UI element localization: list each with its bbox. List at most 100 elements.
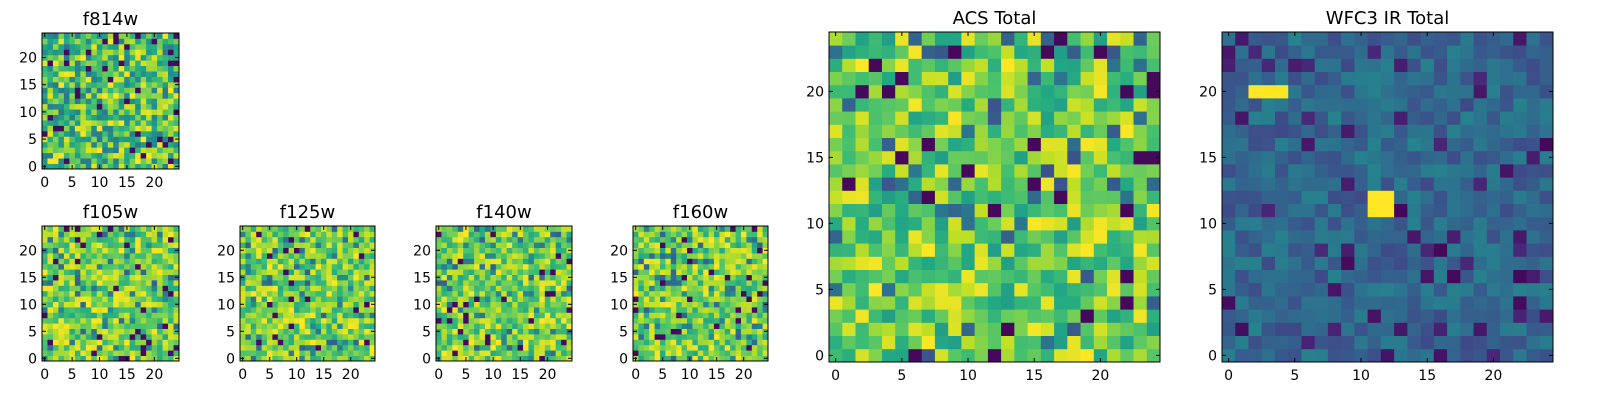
heatmap-cell (1235, 190, 1249, 204)
heatmap-cell (353, 263, 360, 270)
heatmap-cell (85, 98, 92, 105)
heatmap-cell (495, 339, 502, 346)
heatmap-cell (1341, 58, 1355, 72)
heatmap-cell (91, 114, 98, 121)
heatmap-cell (855, 84, 870, 99)
heatmap-cell (692, 263, 699, 270)
heatmap-cell (1093, 84, 1108, 99)
heatmap-cell (961, 269, 976, 284)
heatmap-cell (129, 92, 136, 99)
heatmap-cell (987, 84, 1002, 99)
heatmap-cell (934, 190, 949, 204)
heatmap-cell (63, 226, 70, 232)
heatmap-cell (479, 317, 486, 324)
heatmap-cell (151, 263, 158, 270)
heatmap-cell (58, 253, 65, 259)
heatmap-cell (58, 317, 65, 324)
heatmap-cell (157, 103, 163, 110)
heatmap-cell (52, 114, 59, 121)
heatmap-cell (107, 43, 114, 50)
heatmap-cell (1261, 309, 1276, 323)
heatmap-cell (129, 76, 136, 83)
heatmap-cell (85, 147, 92, 154)
heatmap-cell (1301, 243, 1316, 257)
heatmap-cell (703, 290, 709, 297)
heatmap-cell (1248, 45, 1263, 59)
x-tick-label: 20 (145, 367, 163, 383)
heatmap-cell (299, 355, 306, 362)
heatmap-cell (1288, 58, 1302, 72)
heatmap-cell (294, 307, 300, 313)
heatmap-cell (1288, 322, 1302, 336)
heatmap-cell (74, 163, 81, 170)
heatmap-cell (1040, 348, 1055, 363)
heatmap-cell (140, 109, 147, 115)
heatmap-cell (1027, 137, 1042, 152)
heatmap-cell (633, 290, 639, 297)
heatmap-cell (267, 317, 273, 324)
heatmap-cell (1433, 348, 1448, 363)
heatmap-cell (1040, 203, 1055, 218)
heatmap-cell (479, 247, 486, 254)
heatmap-cell (304, 253, 311, 259)
heatmap-cell (735, 285, 742, 292)
heatmap-cell (1486, 124, 1501, 138)
heatmap-cell (1288, 190, 1302, 204)
heatmap-cell (479, 263, 486, 270)
heatmap-cell (283, 263, 289, 270)
heatmap-cell (1539, 269, 1554, 284)
heatmap-cell (1314, 335, 1329, 350)
heatmap-cell (1067, 98, 1081, 112)
heatmap-cell (47, 231, 54, 238)
heatmap-cell (304, 328, 311, 335)
heatmap-cell (1027, 348, 1042, 363)
heatmap-cell (948, 296, 962, 310)
heatmap-cell (1146, 296, 1161, 310)
heatmap-cell (908, 348, 923, 363)
heatmap-cell (107, 307, 114, 313)
heatmap-cell (1027, 309, 1042, 323)
heatmap-cell (762, 307, 769, 313)
heatmap-cell (868, 256, 883, 270)
heatmap-cell (1367, 177, 1382, 191)
heatmap-cell (58, 312, 65, 319)
heatmap-cell (1447, 190, 1461, 204)
heatmap-cell (676, 344, 682, 351)
heatmap-cell (168, 54, 174, 61)
heatmap-cell (506, 350, 513, 356)
heatmap-cell (1539, 84, 1554, 99)
heatmap-cell (151, 136, 158, 143)
heatmap-cell (135, 334, 142, 340)
heatmap-cell (267, 301, 273, 308)
heatmap-cell (881, 203, 896, 218)
heatmap-cell (168, 158, 174, 164)
heatmap-cell (881, 243, 896, 257)
heatmap-cell (1235, 150, 1249, 165)
heatmap-cell (757, 258, 763, 265)
heatmap-cell (1486, 282, 1501, 297)
heatmap-cell (746, 263, 753, 270)
heatmap-cell (52, 130, 59, 137)
heatmap-cell (670, 328, 677, 335)
heatmap-cell (1054, 111, 1068, 125)
heatmap-cell (1473, 177, 1488, 191)
heatmap-cell (757, 242, 763, 248)
heatmap-cell (140, 307, 147, 313)
heatmap-cell (353, 290, 360, 297)
heatmap-cell (670, 231, 677, 238)
heatmap-cell (113, 125, 120, 132)
heatmap-cell (550, 280, 557, 286)
heatmap-cell (96, 136, 103, 143)
heatmap-cell (708, 280, 715, 286)
heatmap-cell (484, 296, 491, 302)
heatmap-cell (670, 285, 677, 292)
heatmap-cell (146, 130, 152, 137)
heatmap-cell (353, 274, 360, 281)
heatmap-cell (714, 344, 720, 351)
heatmap-cell (118, 296, 125, 302)
heatmap-cell (1314, 309, 1329, 323)
heatmap-cell (457, 312, 464, 319)
heatmap-cell (512, 317, 518, 324)
heatmap-cell (261, 344, 268, 351)
heatmap-cell (714, 312, 720, 319)
